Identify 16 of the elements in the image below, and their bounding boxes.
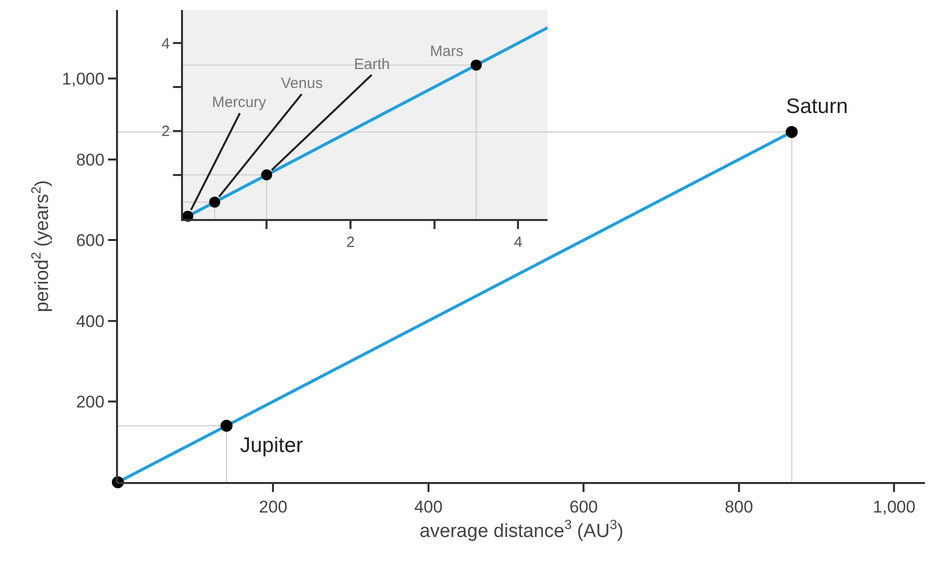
annotation: Venus [281, 75, 323, 92]
x-tick-label: 800 [724, 498, 754, 517]
x-tick-label: 200 [258, 498, 288, 517]
x-tick-label: 1,000 [872, 498, 916, 517]
x-tick-label: 600 [569, 498, 598, 517]
annotation: Earth [354, 56, 390, 73]
annotation: Mercury [212, 94, 267, 111]
y-tick-label: 400 [76, 312, 104, 331]
y-tick-label: 1,000 [62, 70, 104, 89]
y-tick-label: 200 [76, 392, 104, 412]
x-tick-label: 400 [414, 498, 443, 517]
annotation: Mars [430, 43, 464, 60]
y-tick-label: 800 [76, 150, 104, 170]
x-axis-title: average distance$^{3}$ (AU$^{3}$) [420, 516, 624, 542]
annotation: Jupiter [240, 434, 304, 457]
annotation: Saturn [786, 95, 848, 118]
